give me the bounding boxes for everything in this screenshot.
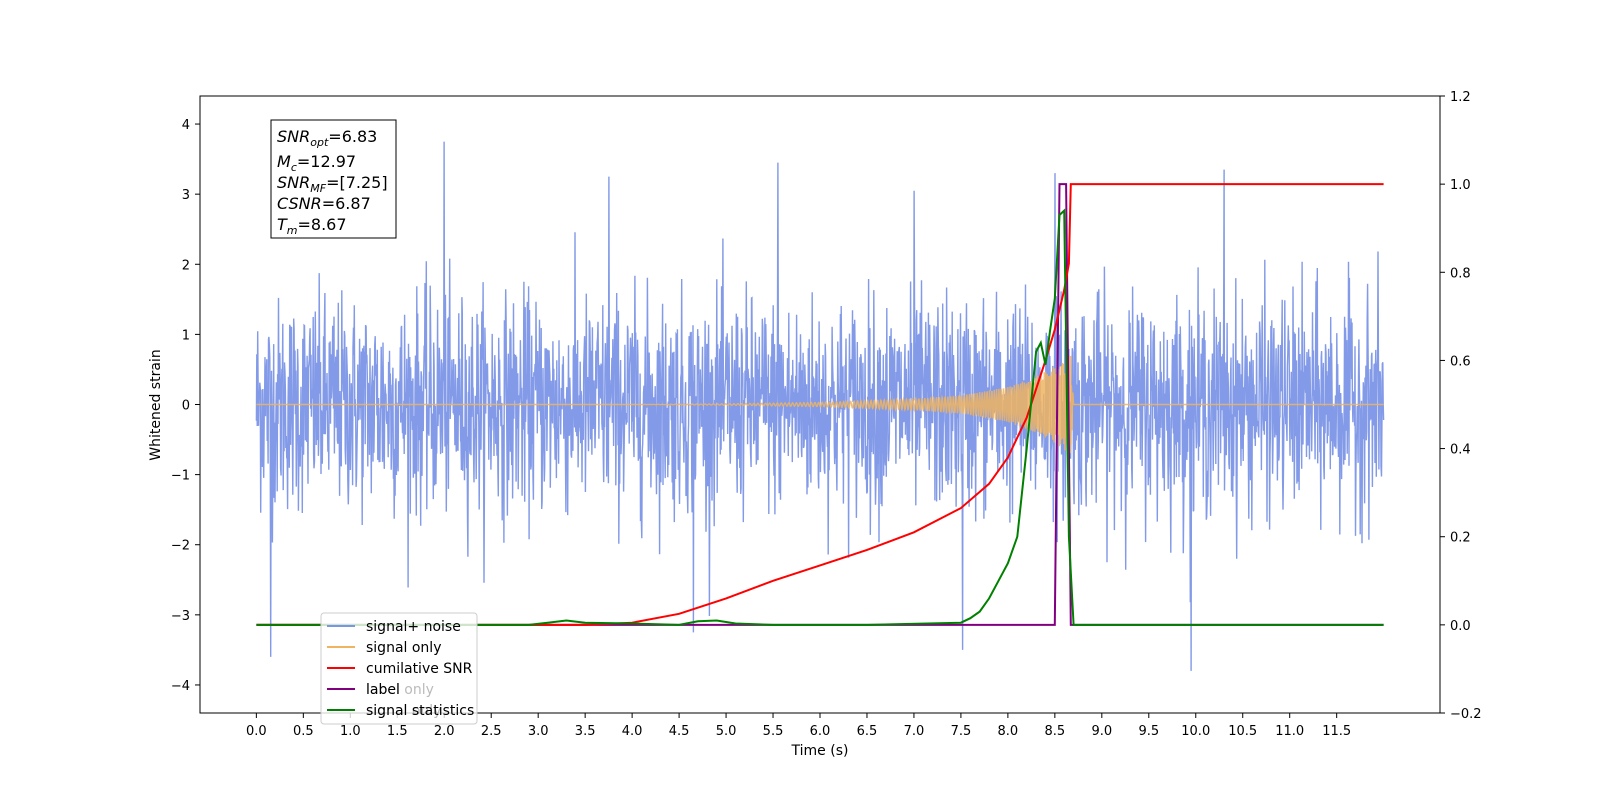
legend-frame <box>320 612 478 725</box>
x-tick-label: 9.0 <box>1091 724 1112 739</box>
x-tick-label: 6.5 <box>857 724 878 739</box>
legend-ghost-text-1: label only <box>366 682 434 698</box>
legend-label-signal-statistics: signal statistics <box>366 703 474 719</box>
y-tick-label: −2 <box>171 539 190 554</box>
legend-label-cumulative-snr: cumilative SNR <box>366 661 473 677</box>
legend-label-signal-noise: signal+ noise <box>366 619 461 635</box>
y2-tick-label: 0.2 <box>1450 531 1471 546</box>
x-tick-label: 4.0 <box>622 724 643 739</box>
y2-tick-label: −0.2 <box>1450 707 1482 722</box>
x-tick-label: 6.0 <box>810 724 831 739</box>
x-tick-label: 2.5 <box>481 724 502 739</box>
legend-label-label: label <box>366 682 400 698</box>
info-box-frame <box>270 119 397 239</box>
x-tick-label: 2.0 <box>434 724 455 739</box>
info-tm: Tm=8.67 <box>277 215 347 237</box>
y-tick-label: −3 <box>171 609 190 624</box>
y2-tick-label: 0.6 <box>1450 354 1471 369</box>
series-signal-noise <box>255 141 1385 671</box>
plot-layer <box>255 141 1385 671</box>
x-tick-label: 1.5 <box>387 724 408 739</box>
x-tick-label: 3.5 <box>575 724 596 739</box>
x-tick-label: 7.0 <box>904 724 925 739</box>
x-tick-label: 5.0 <box>716 724 737 739</box>
info-csnr: CSNR=6.87 <box>277 194 371 213</box>
y-tick-label: −1 <box>171 469 190 484</box>
y-tick-label: 2 <box>182 258 190 273</box>
y-tick-label: 0 <box>182 399 190 414</box>
x-tick-label: 8.5 <box>1045 724 1066 739</box>
x-tick-label: 11.5 <box>1322 724 1351 739</box>
x-tick-label: 10.5 <box>1228 724 1257 739</box>
legend: label only signal only signal+ noise sig… <box>320 612 478 725</box>
x-tick-label: 0.5 <box>293 724 314 739</box>
legend-label-signal-only: signal only <box>366 640 441 656</box>
x-tick-label: 1.0 <box>340 724 361 739</box>
y-tick-label: 1 <box>182 328 190 343</box>
y-tick-label: 3 <box>182 188 190 203</box>
y2-tick-label: 0.4 <box>1450 443 1471 458</box>
x-tick-label: 9.5 <box>1138 724 1159 739</box>
y2-tick-label: 1.0 <box>1450 178 1471 193</box>
x-tick-label: 5.5 <box>763 724 784 739</box>
info-snr-opt: SNRopt=6.83 <box>277 127 377 149</box>
y-tick-label: 4 <box>182 118 190 133</box>
x-tick-label: 0.0 <box>246 724 267 739</box>
y-tick-label: −4 <box>171 679 190 694</box>
y2-tick-label: 0.0 <box>1450 619 1471 634</box>
axis-layer: 0.0 0.5 1.0 1.5 2.0 2.5 3.0 3.5 4.0 4.5 5.0 5.5 6.0 6… <box>171 90 1482 739</box>
y2-tick-label: 1.2 <box>1450 90 1471 105</box>
x-tick-label: 3.0 <box>528 724 549 739</box>
info-box: SNRopt=6.83 Mc=12.97 SNRMF=[7.25] CSNR=6… <box>270 119 397 239</box>
x-tick-label: 7.5 <box>951 724 972 739</box>
y-axis-label: Whitened strain <box>148 349 164 460</box>
series-cumulative-snr <box>256 183 1384 626</box>
x-tick-label: 8.0 <box>998 724 1019 739</box>
x-tick-label: 4.5 <box>669 724 690 739</box>
x-axis-label: Time (s) <box>791 743 849 759</box>
x-tick-label: 11.0 <box>1275 724 1304 739</box>
series-signal-only <box>256 355 1384 454</box>
info-chirp-mass: Mc=12.97 <box>277 152 356 174</box>
series-signal-statistics <box>256 208 1384 626</box>
x-tick-label: 10.0 <box>1181 724 1210 739</box>
legend-ghost-text-2: signal only <box>366 703 441 719</box>
info-snr-mf: SNRMF=[7.25] <box>277 173 388 195</box>
y2-tick-label: 0.8 <box>1450 266 1471 281</box>
